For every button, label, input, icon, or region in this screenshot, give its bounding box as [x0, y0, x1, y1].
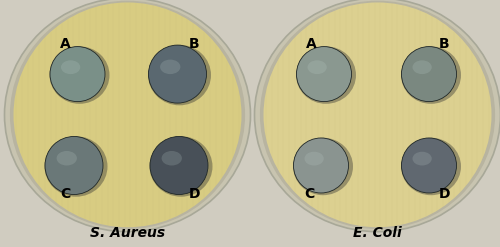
Ellipse shape: [148, 45, 206, 103]
Ellipse shape: [304, 152, 324, 165]
Ellipse shape: [294, 138, 348, 193]
Text: A: A: [60, 38, 70, 51]
Ellipse shape: [402, 47, 456, 102]
Ellipse shape: [293, 138, 353, 195]
Ellipse shape: [296, 47, 352, 102]
Ellipse shape: [150, 137, 208, 194]
Ellipse shape: [401, 46, 461, 104]
Ellipse shape: [150, 136, 212, 197]
Ellipse shape: [10, 1, 245, 229]
Text: C: C: [60, 187, 70, 201]
Ellipse shape: [4, 0, 250, 232]
Text: B: B: [188, 38, 200, 51]
Ellipse shape: [412, 60, 432, 74]
Text: D: D: [438, 187, 450, 201]
Ellipse shape: [162, 151, 182, 165]
Ellipse shape: [412, 152, 432, 165]
Ellipse shape: [14, 2, 241, 227]
Ellipse shape: [296, 46, 356, 104]
Ellipse shape: [401, 138, 461, 195]
Ellipse shape: [50, 46, 110, 104]
Text: C: C: [304, 187, 314, 201]
Ellipse shape: [50, 47, 105, 102]
Ellipse shape: [44, 136, 108, 197]
Ellipse shape: [254, 0, 500, 232]
Ellipse shape: [260, 1, 495, 229]
Text: A: A: [306, 38, 316, 51]
Ellipse shape: [160, 60, 180, 74]
Ellipse shape: [56, 151, 77, 165]
Text: D: D: [189, 187, 201, 201]
Ellipse shape: [45, 137, 103, 194]
Ellipse shape: [402, 138, 456, 193]
Ellipse shape: [308, 60, 327, 74]
Ellipse shape: [264, 2, 492, 227]
Ellipse shape: [61, 60, 80, 74]
Text: S. Aureus: S. Aureus: [90, 226, 165, 240]
Ellipse shape: [148, 45, 211, 105]
Text: B: B: [438, 38, 450, 51]
Text: E. Coli: E. Coli: [353, 226, 402, 240]
